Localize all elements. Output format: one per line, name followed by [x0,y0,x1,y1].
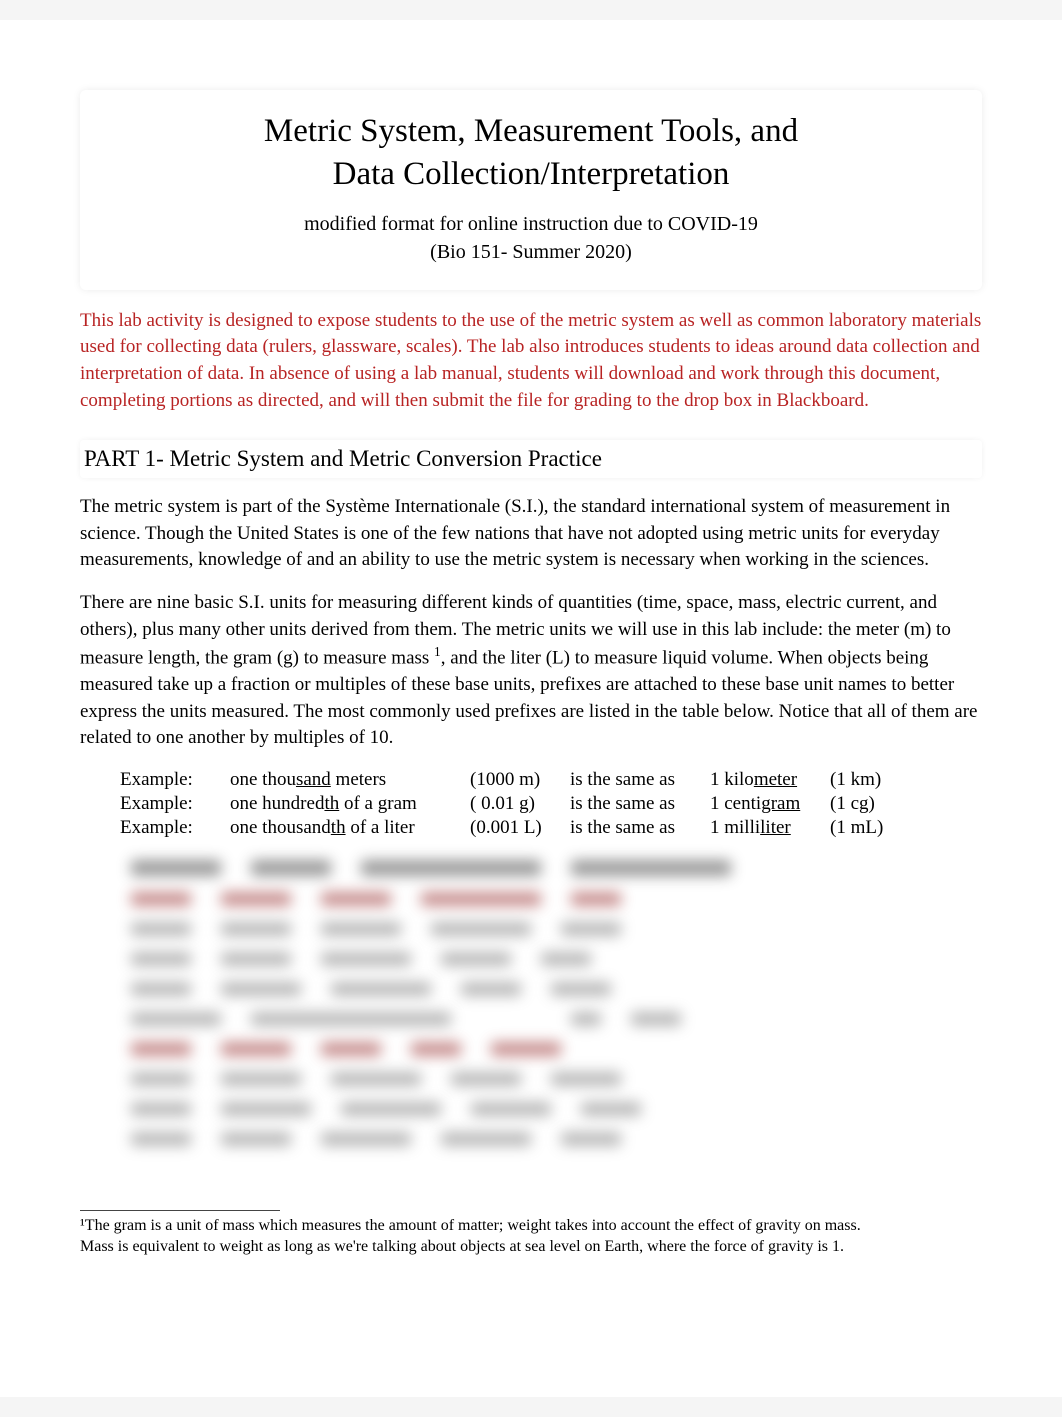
example-desc: one thousandth of a liter [230,816,470,840]
paragraph-2: There are nine basic S.I. units for meas… [80,590,982,752]
title-line-1: Metric System, Measurement Tools, and [264,113,798,149]
footnote-line-2: Mass is equivalent to weight as long as … [80,1238,844,1255]
document-page: Metric System, Measurement Tools, and Da… [0,20,1062,1397]
title-block: Metric System, Measurement Tools, and Da… [80,90,982,290]
document-title: Metric System, Measurement Tools, and Da… [92,110,970,196]
document-subtitle: modified format for online instruction d… [92,210,970,266]
example-label: Example: [120,768,230,792]
intro-paragraph: This lab activity is designed to expose … [80,308,982,414]
si-term: Système Internationale [325,496,500,517]
p2-c: (g) to measure mass [272,647,434,668]
example-symbol: (1 cg) [830,792,910,816]
example-unit-name: 1 centigram [710,792,830,816]
example-unit-name: 1 milliliter [710,816,830,840]
p2-a: There are nine basic S.I. units for meas… [80,592,937,640]
footnote-line-1: ¹The gram is a unit of mass which measur… [80,1217,861,1234]
example-same-as: is the same as [570,768,710,792]
examples-table: Example:one thousand meters(1000 m)is th… [120,768,910,840]
prefix-table-blurred [131,860,931,1180]
unit-liter: liter [510,647,541,668]
part-1-header: PART 1- Metric System and Metric Convers… [80,440,982,478]
footnote-ref-1: 1 [434,644,441,659]
subtitle-line-1: modified format for online instruction d… [304,213,758,235]
footnote-divider [80,1210,280,1211]
example-row: Example:one thousand meters(1000 m)is th… [120,768,910,792]
example-label: Example: [120,816,230,840]
example-unit-name: 1 kilometer [710,768,830,792]
example-value: (1000 m) [470,768,570,792]
example-desc: one thousand meters [230,768,470,792]
example-label: Example: [120,792,230,816]
example-same-as: is the same as [570,792,710,816]
p1-pre: The metric system is part of the [80,496,325,517]
example-desc: one hundredth of a gram [230,792,470,816]
p2-d: , and the [441,647,511,668]
subtitle-line-2: (Bio 151- Summer 2020) [430,241,632,263]
example-symbol: (1 mL) [830,816,910,840]
example-value: (0.001 L) [470,816,570,840]
title-line-2: Data Collection/Interpretation [333,156,730,192]
examples-block: Example:one thousand meters(1000 m)is th… [120,768,982,840]
example-same-as: is the same as [570,816,710,840]
example-value: ( 0.01 g) [470,792,570,816]
unit-gram: gram [233,647,272,668]
example-symbol: (1 km) [830,768,910,792]
paragraph-1: The metric system is part of the Système… [80,494,982,574]
footnote-text: ¹The gram is a unit of mass which measur… [80,1215,982,1258]
example-row: Example:one hundredth of a gram( 0.01 g)… [120,792,910,816]
unit-meter: meter [856,619,899,640]
example-row: Example:one thousandth of a liter(0.001 … [120,816,910,840]
